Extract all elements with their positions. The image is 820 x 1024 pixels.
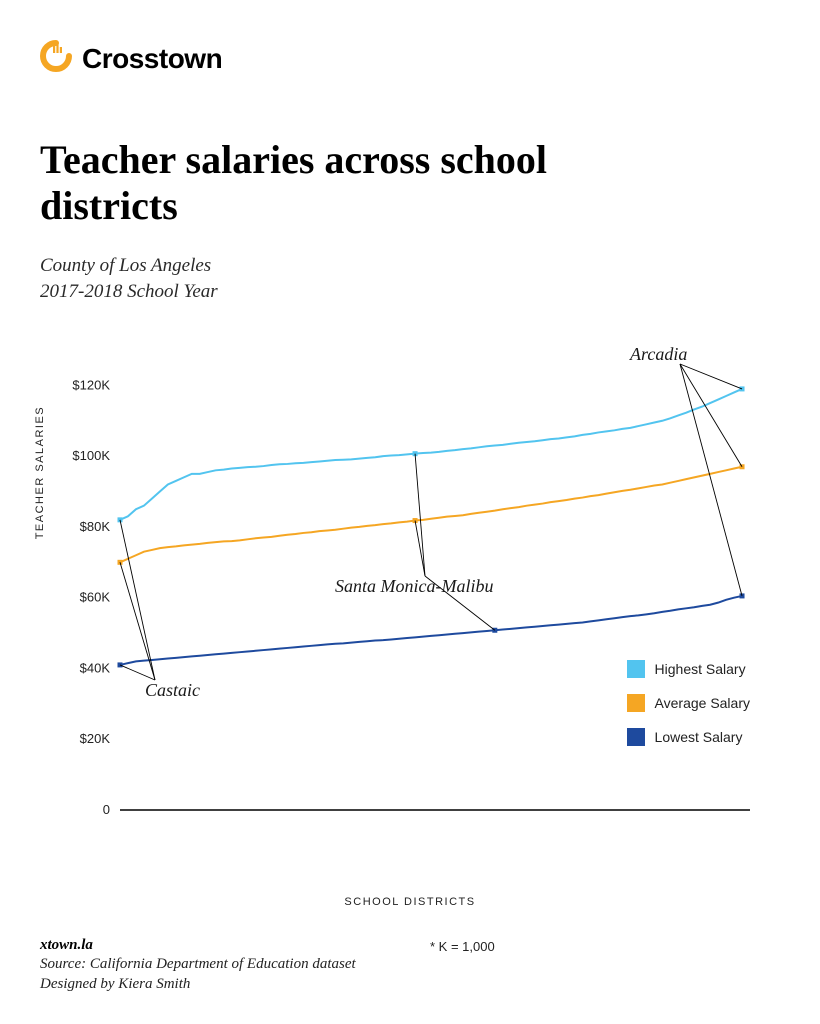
svg-text:$20K: $20K: [80, 732, 111, 747]
footer-designer: Designed by Kiera Smith: [40, 974, 356, 994]
legend-swatch-lowest: [627, 728, 645, 746]
svg-text:$120K: $120K: [72, 378, 110, 393]
brand-row: Crosstown: [40, 40, 780, 77]
page-title: Teacher salaries across school districts: [40, 137, 680, 229]
callout-castaic: Castaic: [145, 680, 200, 701]
callout-arcadia: Arcadia: [630, 344, 687, 365]
page-subtitle: County of Los Angeles 2017-2018 School Y…: [40, 253, 780, 304]
svg-text:0: 0: [103, 802, 110, 817]
subtitle-line-2: 2017-2018 School Year: [40, 279, 780, 305]
x-axis-label: SCHOOL DISTRICTS: [344, 896, 475, 908]
svg-text:$60K: $60K: [80, 590, 111, 605]
svg-text:$40K: $40K: [80, 661, 111, 676]
callout-santa-monica-malibu: Santa Monica-Malibu: [335, 576, 493, 597]
footer: xtown.la Source: California Department o…: [40, 937, 356, 995]
legend-item-lowest: Lowest Salary: [627, 728, 750, 746]
svg-text:$100K: $100K: [72, 448, 110, 463]
footer-site: xtown.la: [40, 937, 356, 954]
brand-logo-icon: [40, 40, 72, 77]
legend-swatch-highest: [627, 660, 645, 678]
subtitle-line-1: County of Los Angeles: [40, 253, 780, 279]
legend-item-highest: Highest Salary: [627, 660, 750, 678]
footer-source: Source: California Department of Educati…: [40, 954, 356, 974]
brand-name: Crosstown: [82, 43, 222, 75]
chart-svg: 0 $20K $40K $60K $80K $100K $120K: [50, 340, 770, 860]
legend-item-average: Average Salary: [627, 694, 750, 712]
legend-label-lowest: Lowest Salary: [655, 729, 743, 745]
legend: Highest Salary Average Salary Lowest Sal…: [627, 660, 750, 762]
svg-text:$80K: $80K: [80, 519, 111, 534]
footnote: * K = 1,000: [430, 939, 495, 954]
legend-label-average: Average Salary: [655, 695, 750, 711]
legend-label-highest: Highest Salary: [655, 661, 746, 677]
chart-container: 0$20K$40K$60K$80K$100K$120K TEACHER SALA…: [50, 340, 770, 860]
legend-swatch-average: [627, 694, 645, 712]
y-axis-label: TEACHER SALARIES: [34, 406, 46, 539]
